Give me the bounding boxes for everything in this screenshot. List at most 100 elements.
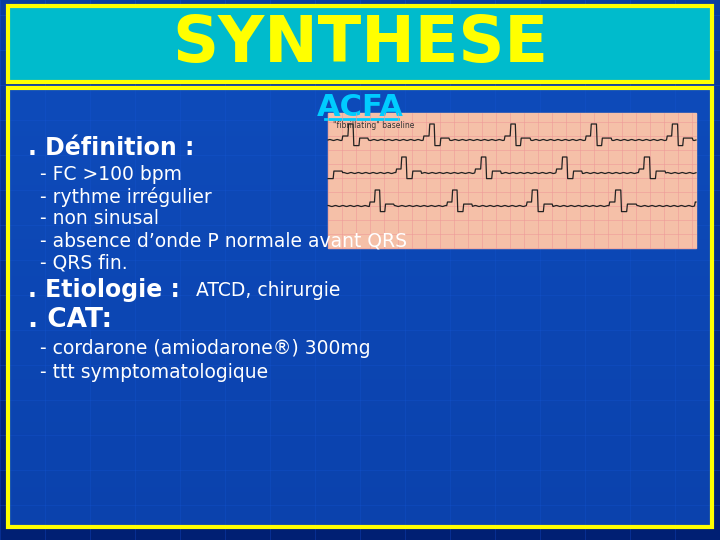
Bar bbox=[0, 157, 720, 162]
Bar bbox=[8, 6, 712, 82]
Bar bbox=[0, 5, 720, 11]
Bar bbox=[0, 167, 720, 173]
Bar bbox=[0, 221, 720, 227]
Bar bbox=[0, 70, 720, 76]
Bar bbox=[0, 421, 720, 427]
Bar bbox=[0, 216, 720, 221]
Bar bbox=[0, 108, 720, 113]
Bar bbox=[0, 416, 720, 421]
Bar bbox=[0, 265, 720, 270]
Bar bbox=[0, 254, 720, 259]
Bar bbox=[0, 232, 720, 238]
Bar bbox=[0, 135, 720, 140]
Bar bbox=[0, 76, 720, 81]
Bar bbox=[0, 211, 720, 216]
Bar bbox=[0, 11, 720, 16]
Bar bbox=[0, 432, 720, 437]
Bar bbox=[0, 302, 720, 308]
Bar bbox=[0, 356, 720, 362]
Bar bbox=[0, 362, 720, 367]
Bar bbox=[0, 173, 720, 178]
Text: . CAT:: . CAT: bbox=[28, 307, 112, 333]
Bar bbox=[0, 486, 720, 491]
Bar bbox=[0, 475, 720, 481]
Bar bbox=[0, 43, 720, 49]
Bar bbox=[0, 32, 720, 38]
Bar bbox=[0, 275, 720, 281]
Bar bbox=[0, 464, 720, 470]
Text: - QRS fin.: - QRS fin. bbox=[40, 253, 127, 273]
Bar bbox=[0, 270, 720, 275]
Bar bbox=[0, 508, 720, 513]
Bar bbox=[0, 86, 720, 92]
Bar bbox=[0, 535, 720, 540]
Bar bbox=[0, 513, 720, 518]
Bar bbox=[0, 124, 720, 130]
Text: - non sinusal: - non sinusal bbox=[40, 210, 159, 228]
Bar bbox=[0, 351, 720, 356]
Bar bbox=[0, 151, 720, 157]
Text: "fibrillating" baseline: "fibrillating" baseline bbox=[333, 121, 415, 130]
Bar bbox=[0, 454, 720, 459]
Bar bbox=[0, 502, 720, 508]
Bar bbox=[0, 243, 720, 248]
Bar bbox=[0, 529, 720, 535]
Bar bbox=[0, 524, 720, 529]
Bar bbox=[0, 103, 720, 108]
Bar bbox=[10, 8, 710, 80]
Bar bbox=[328, 113, 696, 248]
Bar bbox=[0, 184, 720, 189]
Bar bbox=[0, 227, 720, 232]
Bar bbox=[0, 286, 720, 292]
Bar bbox=[0, 27, 720, 32]
Bar bbox=[0, 81, 720, 86]
Bar bbox=[0, 518, 720, 524]
Bar bbox=[0, 189, 720, 194]
Bar bbox=[0, 248, 720, 254]
Bar bbox=[0, 140, 720, 146]
Bar bbox=[0, 0, 720, 5]
Bar bbox=[0, 59, 720, 65]
Bar bbox=[0, 313, 720, 319]
Bar bbox=[0, 324, 720, 329]
Bar bbox=[0, 162, 720, 167]
Bar bbox=[0, 65, 720, 70]
Bar bbox=[0, 119, 720, 124]
Bar bbox=[0, 54, 720, 59]
Bar bbox=[0, 481, 720, 486]
Bar bbox=[0, 329, 720, 335]
Bar bbox=[0, 373, 720, 378]
Bar bbox=[0, 49, 720, 54]
Bar bbox=[0, 22, 720, 27]
Bar bbox=[0, 437, 720, 443]
Bar bbox=[0, 470, 720, 475]
Bar bbox=[0, 97, 720, 103]
Bar bbox=[0, 491, 720, 497]
Bar bbox=[0, 205, 720, 211]
Text: ACFA: ACFA bbox=[317, 93, 403, 123]
Text: - ttt symptomatologique: - ttt symptomatologique bbox=[40, 362, 268, 381]
Bar bbox=[0, 346, 720, 351]
Bar bbox=[0, 378, 720, 383]
Bar bbox=[0, 497, 720, 502]
Text: - FC >100 bpm: - FC >100 bpm bbox=[40, 165, 182, 185]
Bar bbox=[0, 383, 720, 389]
Text: - rythme irrégulier: - rythme irrégulier bbox=[40, 187, 212, 207]
Bar bbox=[0, 389, 720, 394]
Bar bbox=[0, 427, 720, 432]
Bar bbox=[0, 308, 720, 313]
Bar bbox=[0, 200, 720, 205]
Bar bbox=[0, 238, 720, 243]
Bar bbox=[0, 113, 720, 119]
Bar bbox=[0, 335, 720, 340]
Bar bbox=[0, 340, 720, 346]
Bar bbox=[0, 394, 720, 400]
Bar bbox=[0, 367, 720, 373]
Bar bbox=[0, 292, 720, 297]
Bar bbox=[10, 90, 710, 525]
Bar bbox=[0, 92, 720, 97]
Bar bbox=[0, 410, 720, 416]
Bar bbox=[0, 459, 720, 464]
Bar bbox=[0, 281, 720, 286]
Text: SYNTHESE: SYNTHESE bbox=[172, 13, 548, 75]
